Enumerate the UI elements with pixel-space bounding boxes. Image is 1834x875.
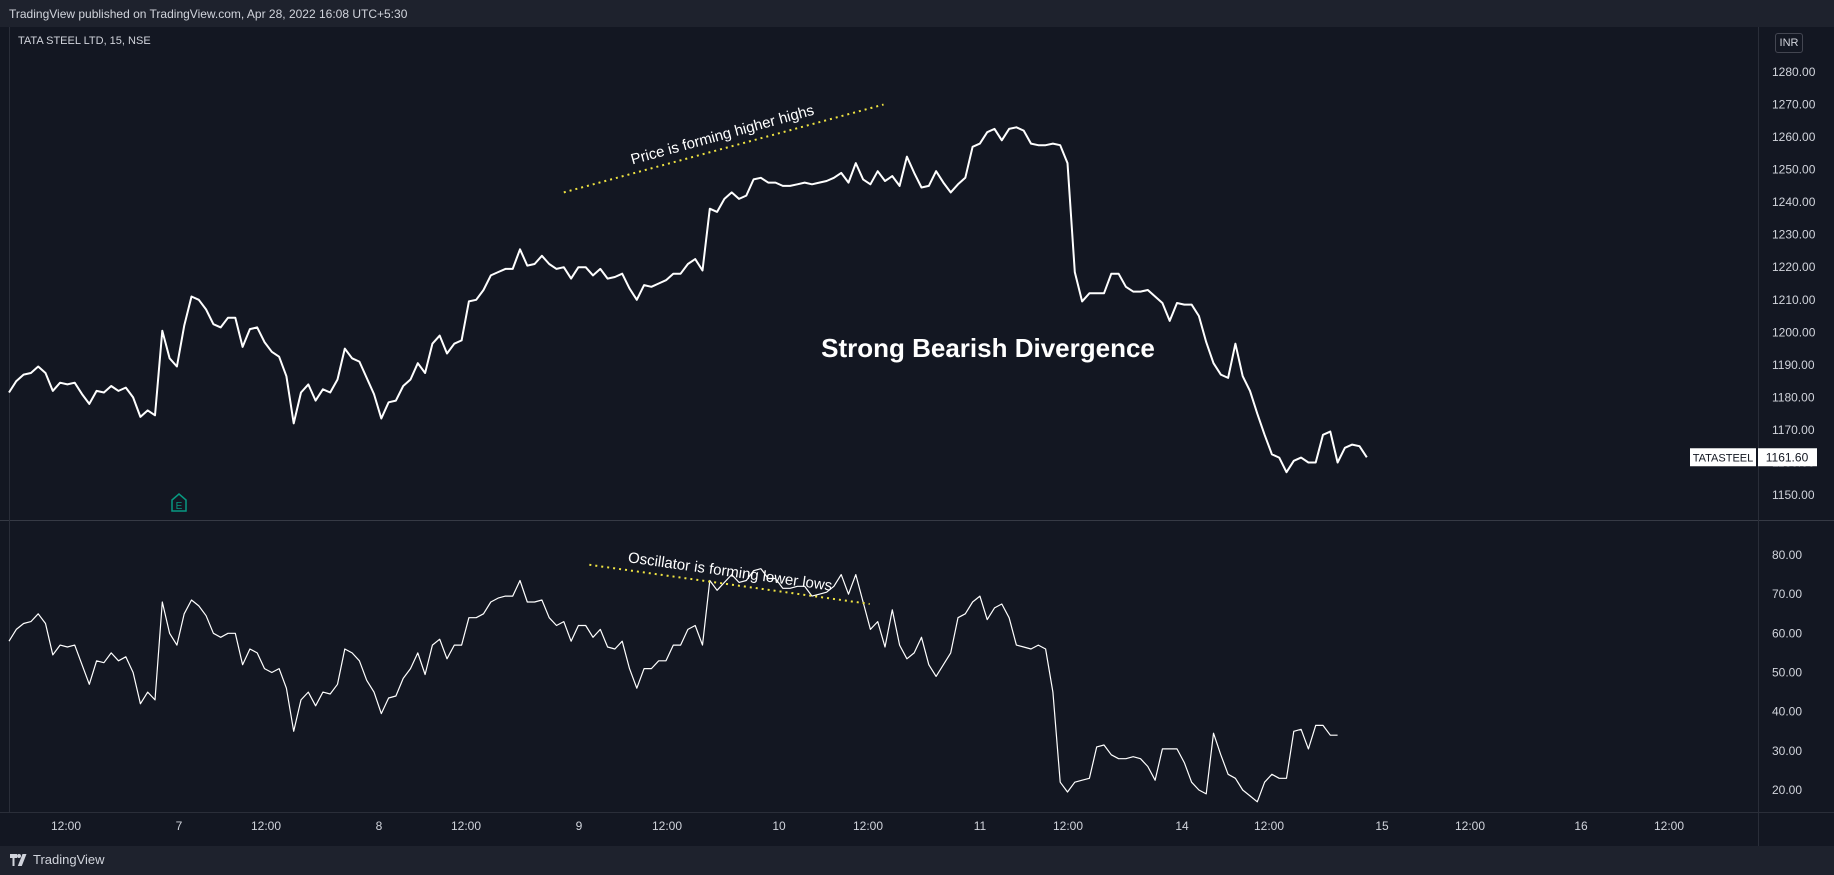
oscillator-lower-lows-line: [589, 563, 870, 605]
time-tick-label: 10: [772, 819, 786, 833]
price-tick-label: 1200.00: [1772, 325, 1816, 339]
oscillator-tick-label: 60.00: [1772, 626, 1802, 640]
time-tick-label: 11: [974, 819, 987, 833]
chart-background: [0, 27, 1834, 846]
oscillator-tick-label: 40.00: [1772, 705, 1802, 719]
time-tick-label: 14: [1175, 819, 1189, 833]
time-tick-label: 9: [576, 819, 583, 833]
price-tick-label: 1180.00: [1772, 390, 1815, 404]
time-tick-label: 7: [176, 819, 183, 833]
tradingview-logo-icon: [10, 853, 27, 866]
price-tick-label: 1190.00: [1772, 358, 1815, 372]
price-tick-label: 1260.00: [1772, 130, 1816, 144]
price-value-box: [1758, 448, 1817, 467]
earnings-marker-letter: E: [176, 501, 183, 512]
price-tick-label: 1250.00: [1772, 163, 1816, 177]
price-tick-label: 1170.00: [1772, 423, 1815, 437]
publish-info: TradingView published on TradingView.com…: [9, 7, 408, 21]
symbol-title: TATA STEEL LTD, 15, NSE: [18, 35, 151, 47]
currency-button[interactable]: INR: [1775, 33, 1803, 53]
tradingview-brand[interactable]: TradingView: [10, 852, 105, 867]
time-tick-label: 12:00: [1455, 819, 1485, 833]
time-tick-label: 12:00: [51, 819, 81, 833]
brand-name: TradingView: [33, 852, 105, 867]
oscillator-tick-label: 20.00: [1772, 783, 1802, 797]
oscillator-tick-label: 50.00: [1772, 666, 1802, 680]
price-tick-label: 1270.00: [1772, 98, 1816, 112]
earnings-event-marker: E: [171, 493, 187, 512]
top-bar: TradingView published on TradingView.com…: [0, 0, 1834, 27]
time-tick-label: 12:00: [451, 819, 481, 833]
price-tick-label: 1230.00: [1772, 228, 1816, 242]
symbol-label-box: [1690, 448, 1756, 467]
time-tick-label: 12:00: [853, 819, 883, 833]
time-tick-label: 12:00: [251, 819, 281, 833]
chart-svg[interactable]: 1150.00 11 60.00 1170.00 1180.00 1190.00 1200.…: [0, 27, 1834, 846]
price-tick-label: 1150.00: [1772, 488, 1815, 502]
oscillator-tick-label: 70.00: [1772, 587, 1802, 601]
oscillator-tick-label: 30.00: [1772, 744, 1802, 758]
symbol-label: TATASTEEL: [1693, 452, 1754, 464]
bottom-bar: TradingView: [0, 846, 1834, 875]
headline-text: Strong Bearish Divergence: [821, 333, 1155, 363]
time-tick-label: 12:00: [652, 819, 682, 833]
time-tick-label: 8: [376, 819, 383, 833]
price-higher-highs-line: [563, 103, 884, 194]
price-line: [8, 126, 1368, 474]
oscillator-line: [8, 568, 1338, 803]
price-tick-label: 1240.00: [1772, 195, 1816, 209]
time-tick-label: 15: [1375, 819, 1389, 833]
time-tick-label: 16: [1574, 819, 1588, 833]
time-tick-label: 12:00: [1053, 819, 1083, 833]
earnings-marker-shape: [171, 493, 187, 512]
time-tick-label: 12:00: [1654, 819, 1684, 833]
price-tick-label: 1210.00: [1772, 293, 1816, 307]
price-value-label: 1161.60: [1766, 450, 1809, 464]
time-tick-label: 12:00: [1254, 819, 1284, 833]
price-tick-label: 1220.00: [1772, 260, 1816, 274]
price-tick-label: 1280.00: [1772, 65, 1816, 79]
oscillator-tick-label: 80.00: [1772, 548, 1802, 562]
